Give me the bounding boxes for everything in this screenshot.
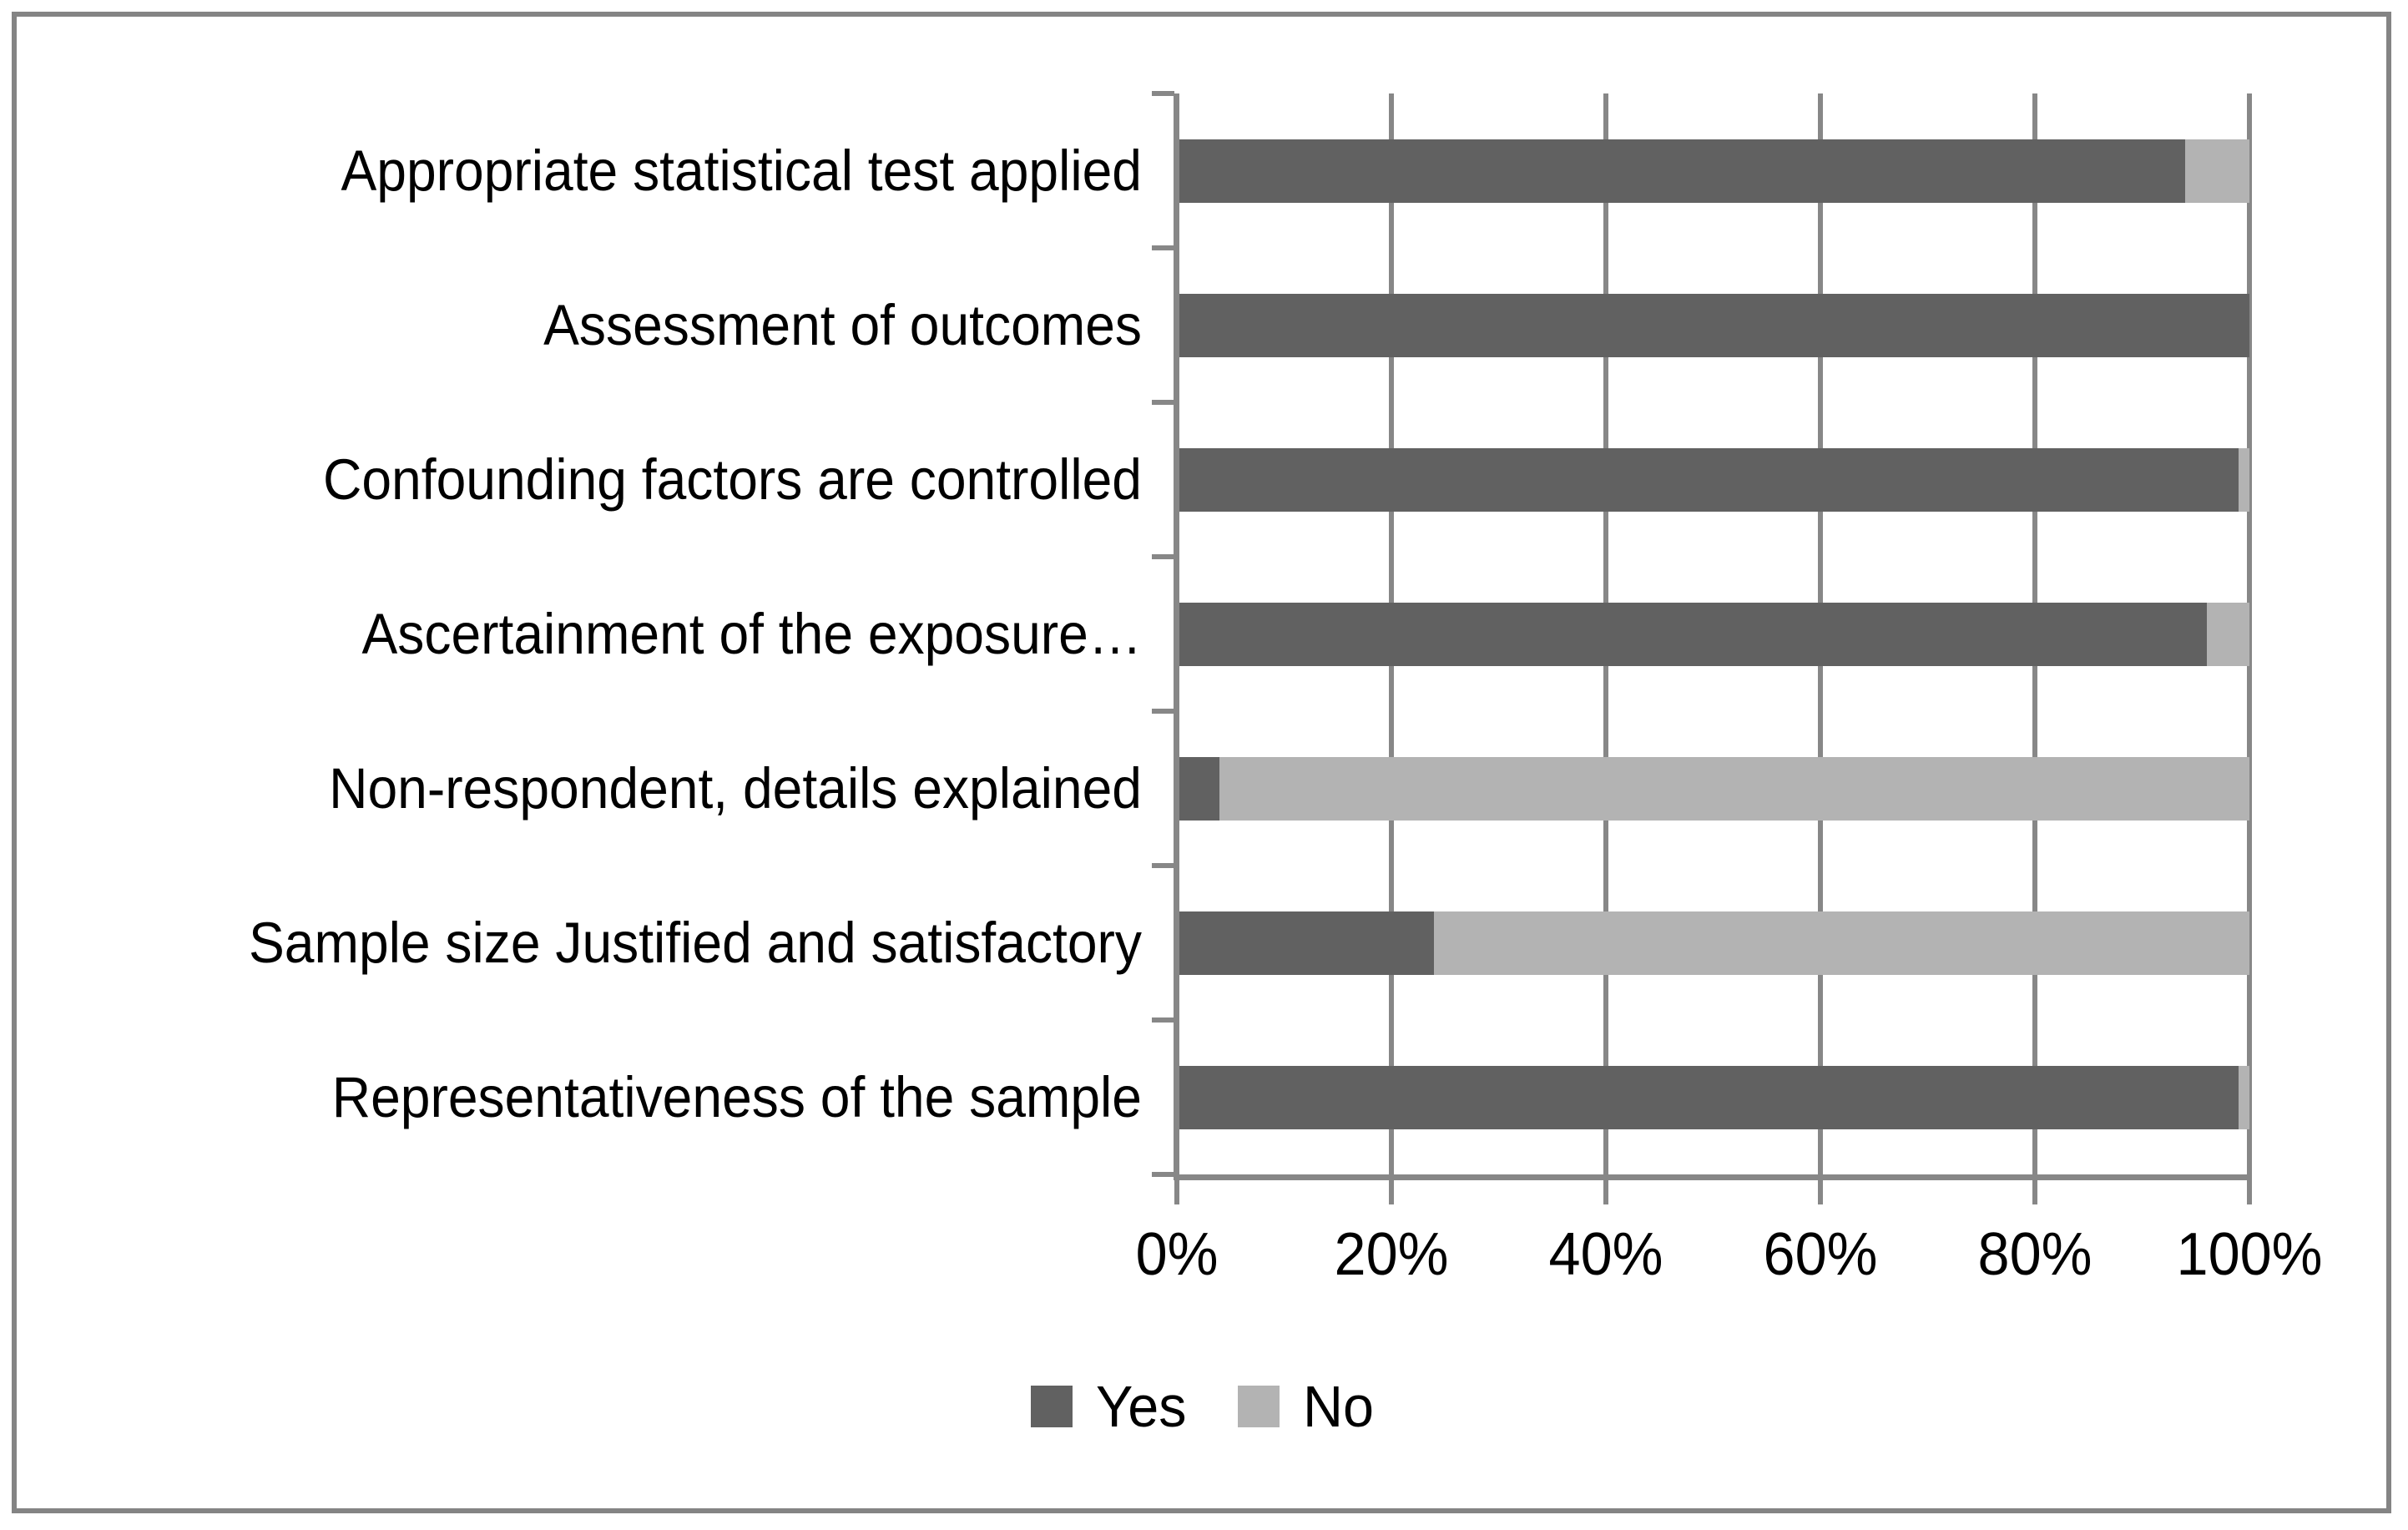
legend-swatch-yes-icon: [1030, 1386, 1073, 1427]
y-axis-tick: [1152, 1017, 1174, 1023]
bar-segment-no: [2239, 1065, 2249, 1129]
x-axis-tick-60%: [1818, 1174, 1823, 1204]
bar-segment-yes: [1177, 447, 2239, 512]
y-axis-tick: [1152, 400, 1174, 405]
bar-row: [1177, 911, 2249, 975]
legend-item-yes: Yes: [1030, 1374, 1191, 1439]
category-label: Sample size Justified and satisfactory: [249, 910, 1143, 975]
category-label: Non-respondent, details explained: [329, 755, 1142, 821]
y-axis-tick: [1152, 245, 1174, 250]
y-axis-tick: [1152, 709, 1174, 714]
category-label: Appropriate statistical test applied: [341, 138, 1142, 203]
x-axis-line: [1177, 1174, 2249, 1180]
y-axis-tick: [1152, 554, 1174, 559]
legend-swatch-no-icon: [1237, 1386, 1280, 1427]
plot-area: [1152, 91, 2252, 1204]
x-axis-tick-20%: [1389, 1174, 1394, 1204]
x-tick-label-40%: 40%: [1548, 1221, 1663, 1288]
x-axis-tick-0%: [1174, 1174, 1179, 1204]
bar-row: [1177, 139, 2249, 203]
x-tick-label-80%: 80%: [1977, 1221, 2092, 1288]
bar-segment-yes: [1177, 139, 2185, 203]
bar-segment-yes: [1177, 756, 1220, 821]
x-tick-label-100%: 100%: [2176, 1221, 2323, 1288]
bar-segment-yes: [1177, 911, 1435, 975]
x-axis-tick-80%: [2032, 1174, 2037, 1204]
y-axis-tick: [1152, 863, 1174, 868]
gridline-100%: [2247, 93, 2252, 1174]
bar-row: [1177, 602, 2249, 666]
bar-segment-yes: [1177, 293, 2249, 357]
category-label: Assessment of outcomes: [543, 292, 1142, 357]
y-axis-tick: [1152, 91, 1174, 96]
bar-segment-no: [2184, 139, 2249, 203]
x-tick-label-0%: 0%: [1135, 1221, 1219, 1288]
x-tick-label-60%: 60%: [1763, 1221, 1878, 1288]
bar-row: [1177, 756, 2249, 821]
legend-label-no: No: [1302, 1374, 1374, 1439]
y-axis-tick: [1152, 1172, 1174, 1177]
bar-row: [1177, 1065, 2249, 1129]
legend: Yes No: [0, 1374, 2408, 1439]
x-axis-tick-40%: [1603, 1174, 1608, 1204]
bar-segment-no: [2239, 447, 2249, 512]
category-label: Confounding factors are controlled: [323, 447, 1143, 512]
legend-item-no: No: [1237, 1374, 1377, 1439]
bar-segment-no: [1219, 756, 2249, 821]
bar-row: [1177, 447, 2249, 512]
bar-segment-no: [1434, 911, 2249, 975]
x-tick-label-20%: 20%: [1334, 1221, 1449, 1288]
y-axis-line: [1174, 93, 1179, 1180]
bar-row: [1177, 293, 2249, 357]
bar-segment-yes: [1177, 602, 2207, 666]
x-axis-tick-100%: [2247, 1174, 2252, 1204]
legend-label-yes: Yes: [1095, 1374, 1187, 1439]
bar-segment-no: [2206, 602, 2249, 666]
bar-segment-yes: [1177, 1065, 2239, 1129]
category-label: Representativeness of the sample: [331, 1064, 1142, 1129]
category-label: Ascertainment of the exposure…: [361, 601, 1143, 666]
